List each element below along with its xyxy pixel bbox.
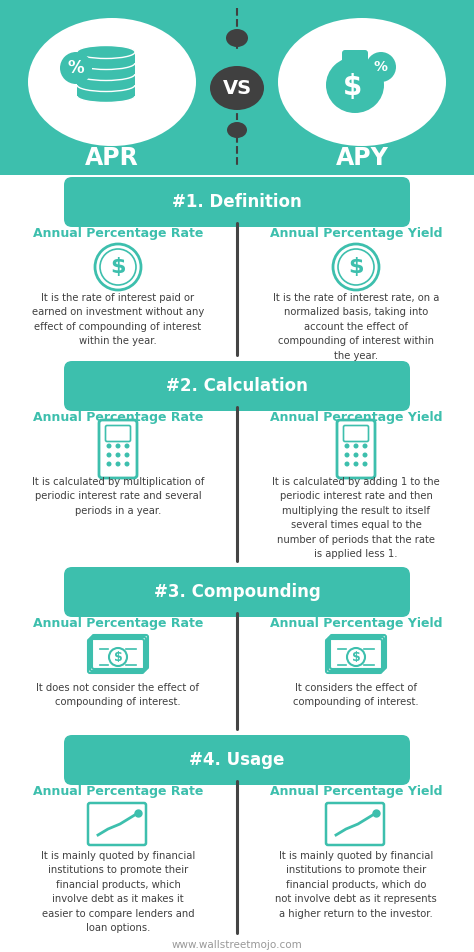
FancyBboxPatch shape [0,0,474,175]
FancyBboxPatch shape [64,361,410,411]
Text: APY: APY [336,146,388,170]
Ellipse shape [345,452,349,458]
Text: $: $ [114,650,122,664]
Text: $: $ [343,73,363,101]
Ellipse shape [107,462,111,466]
Text: %: % [68,59,84,77]
Ellipse shape [116,462,120,466]
FancyBboxPatch shape [64,735,410,785]
Ellipse shape [226,29,248,47]
Ellipse shape [210,66,264,110]
Text: It is the rate of interest paid or
earned on investment without any
effect of co: It is the rate of interest paid or earne… [32,293,204,347]
Text: #1. Definition: #1. Definition [172,193,302,211]
FancyBboxPatch shape [64,177,410,227]
Ellipse shape [77,78,135,91]
Text: Annual Percentage Yield: Annual Percentage Yield [270,784,442,798]
Text: $: $ [352,650,360,664]
Text: VS: VS [222,78,252,97]
Text: #2. Calculation: #2. Calculation [166,377,308,395]
FancyBboxPatch shape [0,175,474,359]
Text: $: $ [110,257,126,277]
Ellipse shape [60,52,92,84]
Text: It is mainly quoted by financial
institutions to promote their
financial product: It is mainly quoted by financial institu… [275,851,437,919]
Ellipse shape [278,18,446,146]
Ellipse shape [363,444,367,448]
Text: #3. Compounding: #3. Compounding [154,583,320,601]
Ellipse shape [116,452,120,458]
Ellipse shape [363,452,367,458]
Text: Annual Percentage Yield: Annual Percentage Yield [270,410,442,424]
Ellipse shape [125,444,129,448]
FancyBboxPatch shape [342,50,368,74]
Ellipse shape [227,122,247,138]
Text: #4. Usage: #4. Usage [189,751,285,769]
Ellipse shape [107,452,111,458]
Text: It does not consider the effect of
compounding of interest.: It does not consider the effect of compo… [36,683,200,707]
Text: %: % [374,60,388,74]
FancyBboxPatch shape [0,733,474,937]
Ellipse shape [77,89,135,103]
Ellipse shape [363,462,367,466]
Ellipse shape [107,444,111,448]
Polygon shape [77,63,135,74]
Text: Annual Percentage Rate: Annual Percentage Rate [33,410,203,424]
Polygon shape [77,85,135,96]
Text: Annual Percentage Rate: Annual Percentage Rate [33,617,203,629]
Text: It is calculated by multiplication of
periodic interest rate and several
periods: It is calculated by multiplication of pe… [32,477,204,516]
Ellipse shape [354,462,358,466]
Polygon shape [77,52,135,63]
Ellipse shape [366,52,396,82]
FancyBboxPatch shape [0,565,474,733]
Text: Annual Percentage Rate: Annual Percentage Rate [33,227,203,240]
Ellipse shape [326,57,384,113]
Text: It is the rate of interest rate, on a
normalized basis, taking into
account the : It is the rate of interest rate, on a no… [273,293,439,361]
FancyBboxPatch shape [0,359,474,565]
Text: Annual Percentage Yield: Annual Percentage Yield [270,617,442,629]
Ellipse shape [77,68,135,81]
Ellipse shape [125,452,129,458]
Polygon shape [77,74,135,85]
Ellipse shape [77,56,135,69]
Text: It is mainly quoted by financial
institutions to promote their
financial product: It is mainly quoted by financial institu… [41,851,195,933]
Ellipse shape [116,444,120,448]
Text: It considers the effect of
compounding of interest.: It considers the effect of compounding o… [293,683,419,707]
Text: $: $ [348,257,364,277]
Text: Annual Percentage Yield: Annual Percentage Yield [270,227,442,240]
Text: APR: APR [85,146,139,170]
Ellipse shape [28,18,196,146]
Ellipse shape [345,462,349,466]
FancyBboxPatch shape [64,567,410,617]
Ellipse shape [77,46,135,58]
Ellipse shape [354,444,358,448]
Ellipse shape [354,452,358,458]
Text: It is calculated by adding 1 to the
periodic interest rate and then
multiplying : It is calculated by adding 1 to the peri… [272,477,440,559]
Ellipse shape [125,462,129,466]
Text: www.wallstreetmojo.com: www.wallstreetmojo.com [172,940,302,950]
Text: Annual Percentage Rate: Annual Percentage Rate [33,784,203,798]
Ellipse shape [345,444,349,448]
